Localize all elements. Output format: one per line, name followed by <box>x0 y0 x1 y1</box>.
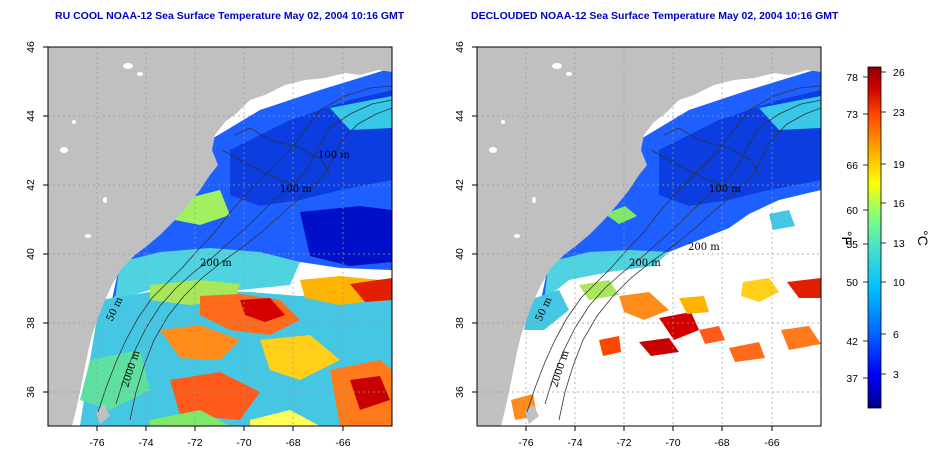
x-tick-label: -74 <box>567 437 582 449</box>
contour-label-100m: 100 m <box>280 184 312 195</box>
x-tick-label: -74 <box>138 437 153 449</box>
fahrenheit-tick: 37 <box>846 373 858 385</box>
y-tick-label: 38 <box>454 317 466 329</box>
contour-label-200m: 200 m <box>629 258 661 269</box>
x-tick-label: -70 <box>665 437 680 449</box>
x-tick-label: -76 <box>89 437 104 449</box>
y-tick-label: 46 <box>454 41 466 53</box>
contour-label-100m-b: 100 m <box>318 150 350 161</box>
fahrenheit-tick: 78 <box>846 72 858 84</box>
celsius-tick: 26 <box>893 67 905 79</box>
x-tick-label: -76 <box>518 437 533 449</box>
celsius-tick: 6 <box>893 329 899 341</box>
x-tick-label: -70 <box>236 437 251 449</box>
sst-field-declouded <box>511 68 821 420</box>
y-tick-label: 36 <box>25 386 37 398</box>
y-tick-label: 44 <box>25 110 37 122</box>
fahrenheit-tick-labels: 78 73 66 60 55 50 42 37 <box>846 72 858 385</box>
x-tick-label: -68 <box>714 437 729 449</box>
celsius-tick: 23 <box>893 107 905 119</box>
left-panel-title: RU COOL NOAA-12 Sea Surface Temperature … <box>55 10 405 22</box>
colorbar-ticks <box>863 71 886 379</box>
celsius-tick-labels: 26 23 19 16 13 10 6 3 <box>893 67 905 381</box>
contour-label-100m: 100 m <box>709 184 741 195</box>
right-y-tick-labels: 36 38 40 42 44 46 <box>454 41 466 398</box>
celsius-tick: 16 <box>893 198 905 210</box>
fahrenheit-tick: 73 <box>846 109 858 121</box>
y-tick-label: 44 <box>454 110 466 122</box>
contour-label-200m: 200 m <box>200 258 232 269</box>
left-y-tick-labels: 36 38 40 42 44 46 <box>25 41 37 398</box>
right-map-panel: 200 m 50 m 200 m 2000 m 100 m -76 -74 -7… <box>454 41 822 449</box>
contour-label-200m-b: 200 m <box>688 242 720 253</box>
y-tick-label: 40 <box>25 248 37 260</box>
y-tick-label: 36 <box>454 386 466 398</box>
temperature-colorbar: 78 73 66 60 55 50 42 37 26 23 19 16 13 1… <box>839 66 931 409</box>
y-tick-label: 42 <box>25 179 37 191</box>
right-panel-title: DECLOUDED NOAA-12 Sea Surface Temperatur… <box>471 10 839 22</box>
fahrenheit-tick: 42 <box>846 336 858 348</box>
celsius-unit-label: °C <box>915 230 931 246</box>
fahrenheit-tick: 50 <box>846 277 858 289</box>
y-tick-label: 38 <box>25 317 37 329</box>
fahrenheit-unit-label: °F <box>839 231 855 245</box>
celsius-tick: 19 <box>893 159 905 171</box>
x-tick-label: -66 <box>764 437 779 449</box>
fahrenheit-tick: 55 <box>846 239 858 251</box>
colorbar-gradient <box>867 66 882 409</box>
x-tick-label: -66 <box>335 437 350 449</box>
fahrenheit-tick: 66 <box>846 160 858 172</box>
left-map-panel: 50 m 200 m 2000 m 100 m 100 m -76 -74 -7… <box>25 41 393 449</box>
x-tick-label: -72 <box>616 437 631 449</box>
left-x-tick-labels: -76 -74 -72 -70 -68 -66 <box>89 437 350 449</box>
right-x-tick-labels: -76 -74 -72 -70 -68 -66 <box>518 437 779 449</box>
celsius-tick: 10 <box>893 277 905 289</box>
celsius-tick: 13 <box>893 238 905 250</box>
y-tick-label: 40 <box>454 248 466 260</box>
fahrenheit-tick: 60 <box>846 205 858 217</box>
celsius-tick: 3 <box>893 369 899 381</box>
x-tick-label: -68 <box>285 437 300 449</box>
y-tick-label: 42 <box>454 179 466 191</box>
y-tick-label: 46 <box>25 41 37 53</box>
x-tick-label: -72 <box>187 437 202 449</box>
